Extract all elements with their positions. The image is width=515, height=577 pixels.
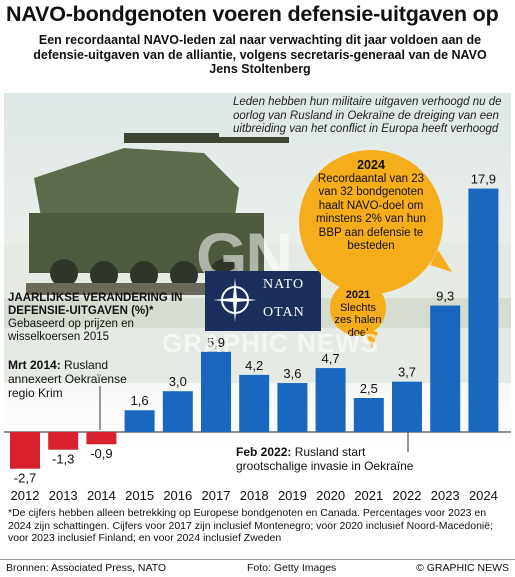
value-label-2015: 1,6 <box>131 393 149 408</box>
x-tick-2012: 2012 <box>11 488 40 503</box>
callout-2021-text: Slechts zes halen doel <box>334 301 382 339</box>
copyright-credit: © GRAPHIC NEWS <box>416 562 509 574</box>
x-tick-2019: 2019 <box>278 488 307 503</box>
annotation-feb-2022: Feb 2022: Rusland start grootschalige in… <box>236 445 436 473</box>
value-label-2018: 4,2 <box>245 358 263 373</box>
annotation-feb-2022-date: Feb 2022: <box>236 445 292 459</box>
bar-2020 <box>315 368 346 432</box>
bar-2015 <box>124 410 155 432</box>
footer: Bronnen: Associated Press, NATO Foto: Ge… <box>0 559 515 577</box>
x-tick-2023: 2023 <box>431 488 460 503</box>
x-tick-2018: 2018 <box>240 488 269 503</box>
nato-label: NATO <box>263 277 305 292</box>
x-tick-2021: 2021 <box>354 488 383 503</box>
chart-title: JAARLIJKSE VERANDERING IN DEFENSIE-UITGA… <box>8 292 183 317</box>
bar-2022 <box>392 381 422 432</box>
otan-label: OTAN <box>263 305 305 320</box>
callout-2024-text: Recordaantal van 23 van 32 bondgenoten h… <box>316 172 426 253</box>
x-tick-2013: 2013 <box>49 488 78 503</box>
chart-subtitle: Gebaseerd op prijzen en wisselkoersen 20… <box>8 318 134 343</box>
watermark-text: GRAPHIC NEWS <box>162 328 380 358</box>
x-tick-2017: 2017 <box>202 488 231 503</box>
photo-caption: Leden hebben hun militaire uitgaven verh… <box>233 96 502 135</box>
annotation-mrt-2014: Mrt 2014: Rusland annexeert Oekraïense r… <box>8 358 128 400</box>
annotation-mrt-2014-text: Rusland annexeert Oekraïense regio Krim <box>8 358 127 400</box>
footnote: *De cijfers hebben alleen betrekking op … <box>8 507 494 544</box>
value-label-2019: 3,6 <box>283 366 301 381</box>
bar-2012 <box>10 432 40 469</box>
bar-2021 <box>353 398 384 432</box>
value-label-2013: -1,3 <box>52 452 74 467</box>
x-tick-2016: 2016 <box>163 488 192 503</box>
x-tick-2020: 2020 <box>316 488 345 503</box>
x-tick-2015: 2015 <box>125 488 154 503</box>
callout-2021-pointer <box>364 330 378 348</box>
callout-2024: 2024 Recordaantal van 23 van 32 bondgeno… <box>299 150 443 294</box>
page-title: NAVO-bondgenoten voeren defensie-uitgave… <box>6 2 499 26</box>
bar-2017 <box>201 351 231 432</box>
value-label-2023: 9,3 <box>436 289 454 304</box>
value-label-2017: 5,9 <box>207 335 225 350</box>
bar-2013 <box>48 432 79 450</box>
annotation-feb-2022-text: Rusland start grootschalige invasie in O… <box>236 445 414 473</box>
callout-2021: 2021 Slechts zes halen doel <box>330 280 386 339</box>
callout-2021-year: 2021 <box>345 289 371 301</box>
photo-credit: Foto: Getty Images <box>247 562 337 574</box>
value-label-2020: 4,7 <box>322 351 340 366</box>
bar-2024 <box>468 188 499 432</box>
value-label-2012: -2,7 <box>14 471 36 486</box>
sources-credit: Bronnen: Associated Press, NATO <box>6 562 167 574</box>
bar-2014 <box>86 432 117 445</box>
bar-2018 <box>239 374 270 432</box>
bar-2016 <box>162 391 193 432</box>
nato-emblem-icon <box>213 278 257 322</box>
bar-2019 <box>277 383 308 432</box>
x-tick-2022: 2022 <box>393 488 422 503</box>
value-label-2014: -0,9 <box>90 446 112 461</box>
x-tick-2014: 2014 <box>87 488 116 503</box>
x-tick-2024: 2024 <box>469 488 498 503</box>
value-label-2022: 3,7 <box>398 365 416 380</box>
value-label-2024: 17,9 <box>471 172 496 187</box>
callout-2024-pointer <box>430 250 452 272</box>
value-label-2021: 2,5 <box>360 381 378 396</box>
annotation-mrt-2014-date: Mrt 2014: <box>8 358 61 372</box>
page-subtitle: Een recordaantal NAVO-leden zal naar ver… <box>33 33 487 76</box>
bar-chart: -2,7 2012 -1,3 2013 -0,9 2014 1,6 2015 3,0 2016 5,… <box>4 172 511 503</box>
bar-2023 <box>430 305 461 432</box>
value-label-2016: 3,0 <box>169 374 187 389</box>
callout-2024-year: 2024 <box>357 158 385 172</box>
nato-sign: NATO OTAN <box>205 271 321 331</box>
